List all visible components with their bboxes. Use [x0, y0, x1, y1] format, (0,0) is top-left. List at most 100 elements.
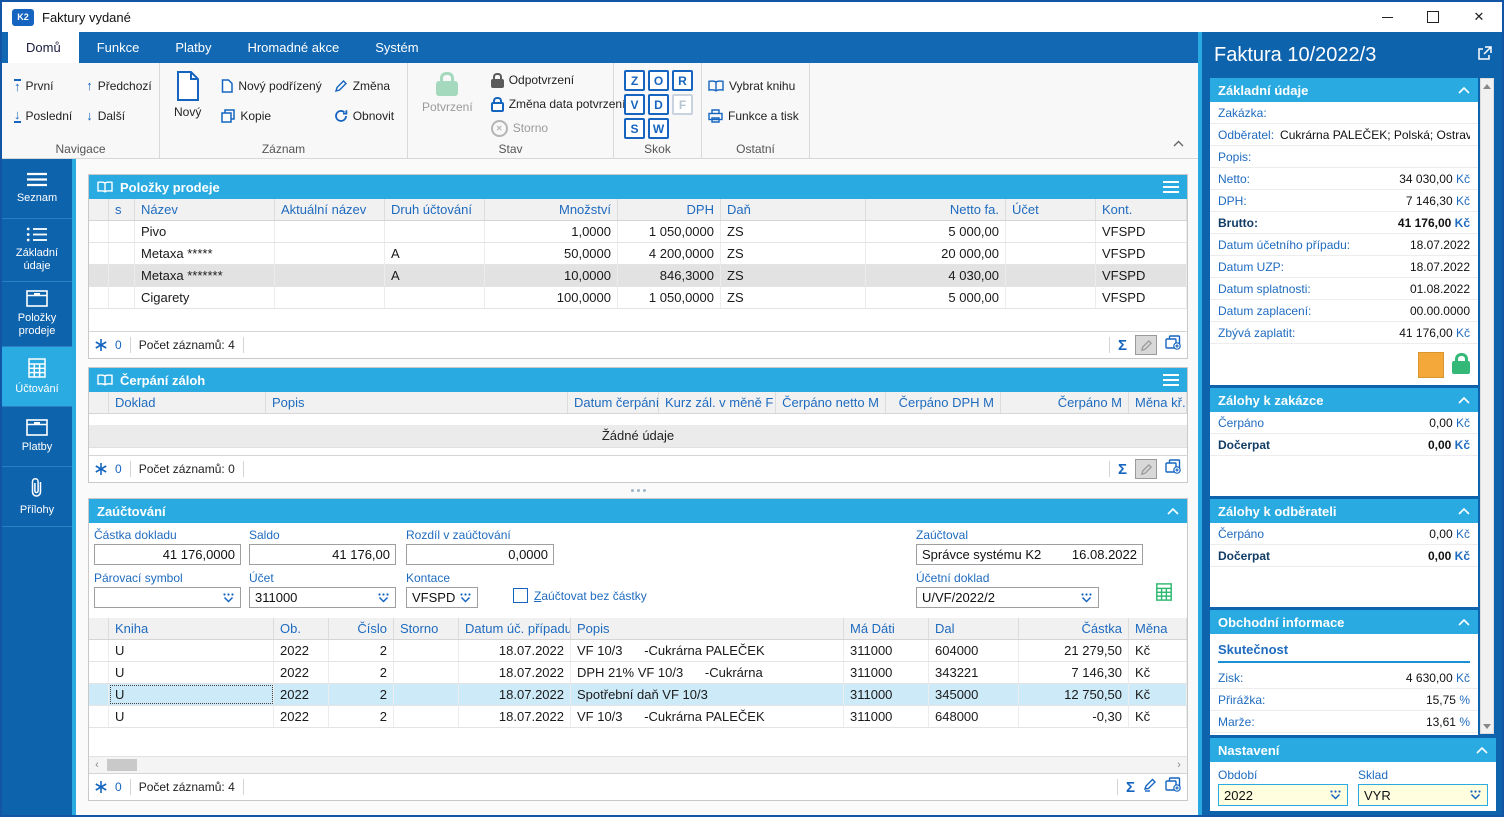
detail-row: Datum UZP: 18.07.2022: [1210, 256, 1478, 278]
table-row-selected[interactable]: U 2022 2 18.07.2022 Spotřební daň VF 10/3 311…: [89, 684, 1187, 706]
calculator-icon: [28, 357, 46, 378]
edit-icon-disabled[interactable]: [1135, 335, 1157, 355]
scroll-down-icon[interactable]: [1481, 719, 1493, 733]
dropdown-icon[interactable]: [1469, 790, 1482, 800]
first-button[interactable]: ↑ První: [14, 79, 54, 94]
table-row[interactable]: U 2022 2 18.07.2022 VF 10/3 -Cukrárna PALEČE…: [89, 640, 1187, 662]
table-row[interactable]: U 2022 2 18.07.2022 VF 10/3 -Cukrárna PALEČE…: [89, 706, 1187, 728]
parovaci-symbol-select[interactable]: [94, 587, 241, 608]
sum-icon[interactable]: Σ: [1117, 460, 1127, 478]
zauctovat-bez-castky-checkbox[interactable]: [513, 588, 528, 603]
filter-asterisk-icon[interactable]: [95, 339, 107, 351]
splitter-handle[interactable]: [88, 485, 1188, 495]
sidebar-item-platby[interactable]: Platby: [2, 407, 72, 467]
ucet-select[interactable]: 311000: [249, 587, 396, 608]
dropdown-icon[interactable]: [377, 592, 390, 603]
refresh-button[interactable]: Obnovit: [334, 105, 394, 127]
next-button[interactable]: ↓ Další: [86, 108, 126, 123]
previous-button[interactable]: ↑ Předchozí: [86, 78, 152, 93]
add-record-icon[interactable]: [1165, 335, 1181, 355]
sklad-select[interactable]: VYR: [1358, 784, 1488, 806]
obdobi-select[interactable]: 2022: [1218, 784, 1348, 806]
arrow-up-bar-icon: ↑: [14, 79, 21, 94]
table-row[interactable]: U 2022 2 18.07.2022 DPH 21% VF 10/3 -Cukrárn…: [89, 662, 1187, 684]
horizontal-scrollbar[interactable]: ‹ ›: [89, 756, 1187, 773]
list-menu-icon: [27, 172, 47, 187]
rozdil-input[interactable]: 0,0000: [406, 544, 554, 565]
chevron-up-icon[interactable]: [1458, 507, 1470, 515]
new-child-button[interactable]: Nový podřízený: [221, 75, 322, 97]
vertical-scrollbar[interactable]: [1480, 78, 1494, 734]
sidebar-item-uctovani[interactable]: Účtování: [2, 347, 72, 407]
book-icon: [97, 181, 113, 193]
edit-icon-disabled[interactable]: [1135, 459, 1157, 479]
dropdown-icon[interactable]: [1329, 790, 1342, 800]
saldo-input[interactable]: 41 176,00: [249, 544, 396, 565]
change-button[interactable]: Změna: [334, 75, 394, 97]
lock-green-icon: [436, 72, 459, 96]
new-button[interactable]: Nový: [166, 67, 209, 127]
jump-key-z[interactable]: Z: [624, 70, 645, 91]
change-confirm-date-button[interactable]: Změna data potvrzení: [490, 93, 625, 115]
jump-key-f[interactable]: F: [672, 94, 693, 115]
jump-key-s[interactable]: S: [624, 118, 645, 139]
functions-print-button[interactable]: Funkce a tisk: [708, 105, 803, 127]
chevron-up-icon[interactable]: [1458, 396, 1470, 404]
minimize-button[interactable]: [1364, 2, 1410, 32]
copy-button[interactable]: Kopie: [221, 105, 321, 127]
maximize-button[interactable]: [1410, 2, 1456, 32]
recalculate-button[interactable]: [1155, 583, 1173, 606]
table-row[interactable]: Metaxa ***** A 50,0000 4 200,0000 ZS 20 000,0…: [89, 243, 1187, 265]
tab-platby[interactable]: Platby: [175, 40, 212, 55]
dropdown-icon[interactable]: [1080, 592, 1093, 603]
jump-key-r[interactable]: R: [672, 70, 693, 91]
confirm-button[interactable]: Potvrzení: [414, 67, 481, 139]
scroll-left-icon[interactable]: ‹: [95, 759, 99, 771]
open-in-window-button[interactable]: [1478, 46, 1492, 65]
castka-dokladu-input[interactable]: 41 176,0000: [94, 544, 241, 565]
chevron-up-icon[interactable]: [1167, 507, 1179, 515]
scroll-right-icon[interactable]: ›: [1177, 759, 1181, 771]
scroll-up-icon[interactable]: [1481, 79, 1493, 93]
filter-asterisk-icon[interactable]: [95, 463, 107, 475]
sum-icon[interactable]: Σ: [1125, 778, 1135, 796]
sidebar-item-polozky-prodeje[interactable]: Položky prodeje: [2, 282, 72, 347]
tab-domu[interactable]: Domů: [8, 32, 79, 63]
dropdown-icon[interactable]: [222, 592, 235, 603]
add-record-icon[interactable]: [1165, 777, 1181, 797]
ucetni-doklad-select[interactable]: U/VF/2022/2: [916, 587, 1099, 608]
chevron-up-icon[interactable]: [1476, 746, 1488, 754]
document-small-icon: [222, 79, 234, 93]
unconfirm-button[interactable]: Odpotvrzení: [490, 69, 626, 91]
jump-key-d[interactable]: D: [648, 94, 669, 115]
table-row[interactable]: Pivo 1,0000 1 050,0000 ZS 5 000,00 VFSPD: [89, 221, 1187, 243]
sidebar-item-zakladni-udaje[interactable]: Základní údaje: [2, 219, 72, 282]
chevron-up-icon[interactable]: [1458, 618, 1470, 626]
sum-icon[interactable]: Σ: [1117, 336, 1127, 354]
last-button[interactable]: ↓ Poslední: [14, 107, 73, 123]
filter-asterisk-icon[interactable]: [95, 781, 107, 793]
zauctoval-input[interactable]: Správce systému K2 16.08.2022: [916, 544, 1143, 565]
storno-button[interactable]: ✕ Storno: [490, 117, 626, 139]
tab-system[interactable]: Systém: [375, 40, 419, 55]
panel-menu-icon[interactable]: [1163, 181, 1179, 193]
scrollbar-thumb[interactable]: [107, 759, 137, 771]
chevron-up-icon[interactable]: [1458, 86, 1470, 94]
add-record-icon[interactable]: [1165, 459, 1181, 479]
dropdown-icon[interactable]: [459, 592, 472, 603]
tab-hromadne-akce[interactable]: Hromadné akce: [247, 40, 340, 55]
sidebar-item-seznam[interactable]: Seznam: [2, 159, 72, 219]
jump-key-w[interactable]: W: [648, 118, 669, 139]
tab-funkce[interactable]: Funkce: [96, 40, 140, 55]
close-button[interactable]: ✕: [1456, 2, 1502, 32]
sidebar-item-prilohy[interactable]: Přílohy: [2, 467, 72, 527]
jump-key-v[interactable]: V: [624, 94, 645, 115]
ribbon-collapse-button[interactable]: [1173, 134, 1184, 152]
edit-icon[interactable]: [1143, 778, 1157, 797]
panel-menu-icon[interactable]: [1163, 374, 1179, 386]
table-row-selected[interactable]: Metaxa ******* A 10,0000 846,3000 ZS 4 030,00…: [89, 265, 1187, 287]
kontace-select[interactable]: VFSPD: [406, 587, 478, 608]
select-book-button[interactable]: Vybrat knihu: [708, 75, 803, 97]
jump-key-o[interactable]: O: [648, 70, 669, 91]
table-row[interactable]: Cigarety 100,0000 1 050,0000 ZS 5 000,00 VFSP…: [89, 287, 1187, 309]
